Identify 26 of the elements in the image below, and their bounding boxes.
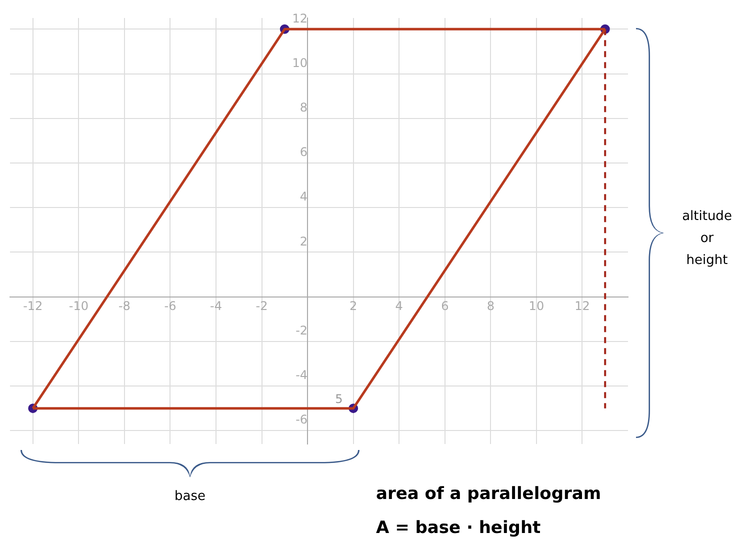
y-tick-label: 12 <box>292 11 308 26</box>
x-tick-label: 2 <box>350 299 358 314</box>
text: area of a parallelogram <box>376 484 602 504</box>
x-tick-label: -12 <box>23 299 43 314</box>
x-tick-label: 10 <box>528 299 544 314</box>
text: altitude or height <box>681 208 733 270</box>
y-tick-label: 8 <box>300 100 308 114</box>
x-tick-label: 12 <box>574 299 590 314</box>
annotation: 5 <box>334 391 344 408</box>
text: base <box>174 488 206 506</box>
x-tick-label: -4 <box>210 299 222 314</box>
y-tick-label: -6 <box>296 412 308 427</box>
x-tick-label: -8 <box>118 299 130 314</box>
text: A = base · height <box>376 518 541 538</box>
y-tick-label: 6 <box>300 145 308 160</box>
y-tick-label: -4 <box>296 368 308 382</box>
x-tick-label: -6 <box>164 299 176 314</box>
y-tick-label: 4 <box>300 190 308 204</box>
x-tick-label: 4 <box>395 299 403 314</box>
y-tick-label: 10 <box>292 56 308 70</box>
y-tick-label: -2 <box>296 324 308 338</box>
y-tick-label: 2 <box>300 234 308 248</box>
x-tick-label: -10 <box>68 299 88 314</box>
x-tick-label: 6 <box>441 299 449 314</box>
x-tick-label: 8 <box>486 299 494 314</box>
x-tick-label: -2 <box>256 299 268 314</box>
